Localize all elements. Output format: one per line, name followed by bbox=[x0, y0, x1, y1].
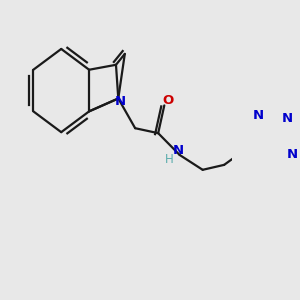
Text: N: N bbox=[287, 148, 298, 161]
Text: H: H bbox=[164, 153, 173, 167]
Text: N: N bbox=[252, 109, 263, 122]
Text: N: N bbox=[281, 112, 292, 125]
Text: N: N bbox=[114, 95, 125, 108]
Text: O: O bbox=[163, 94, 174, 107]
Text: N: N bbox=[172, 143, 184, 157]
